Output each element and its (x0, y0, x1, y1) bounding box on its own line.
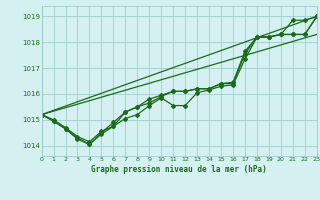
X-axis label: Graphe pression niveau de la mer (hPa): Graphe pression niveau de la mer (hPa) (91, 165, 267, 174)
